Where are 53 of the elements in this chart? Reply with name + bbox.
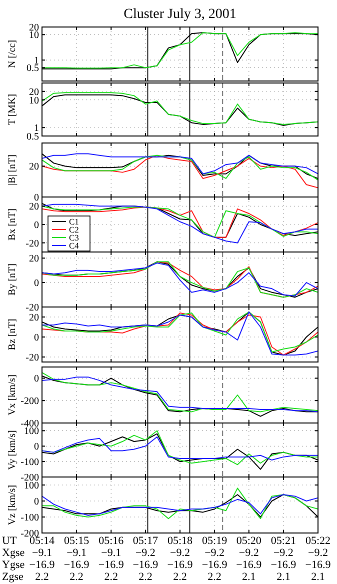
y-tick-label: 0 [34,332,39,344]
y-axis-title: By [nT] [7,264,18,296]
y-tick-label: 0 [34,192,39,204]
x-tick-label: 05:22 [305,535,331,547]
y-tick-label: 0 [34,220,39,231]
y-tick-label: -100 [20,457,39,468]
legend-label: C2 [69,224,79,234]
x-tick-label: 05:21 [270,535,296,547]
y-axis-title: Vy [km/s] [7,430,18,470]
text: Zgse 2.2 2.2 2.2 2.2 2.2 2.2 2.1 2.1 2.1 [2,571,325,583]
x-tick-label: 05:17 [132,535,158,547]
x-tick-label: 05:20 [236,535,262,547]
y-tick-label: 0 [34,374,39,385]
y-axis-title: Vz [km/s] [7,484,18,526]
y-axis-title: T [MK] [7,94,18,126]
y-tick-label: 20 [29,162,39,173]
y-tick-label: 100 [24,480,39,492]
y-tick-label: -200 [20,396,39,408]
y-tick-label: 10 [29,95,39,106]
y-tick-label: -20 [26,352,39,364]
chart-title: Cluster July 3, 2001 [124,7,236,22]
y-tick-label: -100 [20,512,39,524]
y-axis-title: N [/cc] [7,40,18,68]
y-tick-label: 0 [34,496,39,508]
legend-label: C4 [69,240,80,250]
y-tick-label: 20 [29,86,39,98]
y-tick-label: -20 [26,238,39,250]
y-axis-title: Bz [nT] [7,318,18,350]
y-axis-title: Vx [km/s] [7,374,18,416]
y-tick-label: 0 [34,278,39,290]
y-tick-label: -200 [20,472,39,484]
x-tick-label: 05:15 [64,535,90,547]
y-tick-label: 10 [29,30,39,42]
text: Xgse −9.1 −9.1 −9.1 −9.2 −9.2 −9.2 −9.2 −9.2 −9.2 [2,547,328,559]
y-axis-title: Bx [nT] [7,208,18,240]
y-tick-label: 20 [29,254,39,265]
x-axis-title: UT [2,535,17,547]
legend-label: C1 [69,216,79,226]
x-tick-label: 05:19 [202,535,228,547]
y-axis-title: |B| [nT] [7,154,18,186]
y-tick-label: 0.5 [26,132,39,142]
text: Ygse −16.9 −16.9 −16.9 −16.9 −16.9 −16.9 −16.9 −16.9 −16.9 [2,559,331,571]
x-tick-label: 05:14 [29,535,56,547]
y-tick-label: 20 [29,202,39,213]
y-tick-label: 0 [34,442,39,453]
y-tick-label: 100 [24,426,39,438]
y-tick-label: 20 [29,312,39,324]
y-tick-label: -20 [26,302,39,314]
x-tick-label: 05:16 [98,535,124,547]
y-tick-label: 0.5 [26,63,39,74]
y-tick-label: 1 [34,123,39,134]
legend-label: C3 [69,232,79,242]
x-tick-label: 05:18 [167,535,194,547]
